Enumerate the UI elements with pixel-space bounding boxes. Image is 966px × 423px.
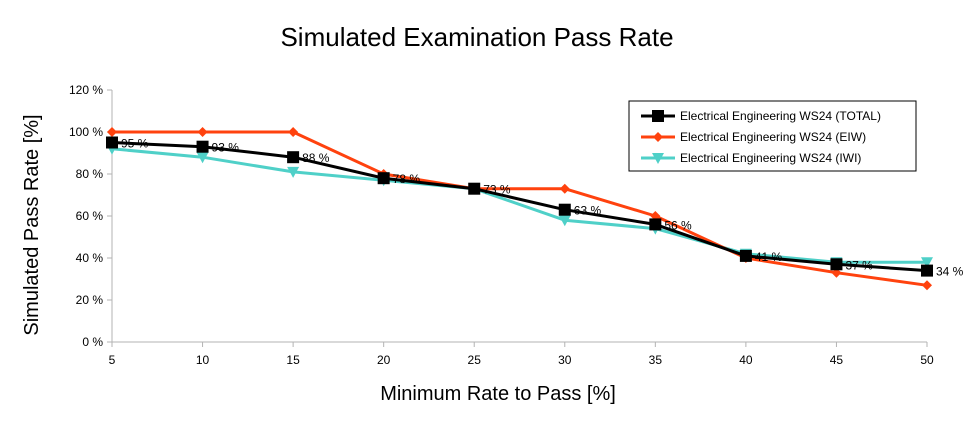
y-tick-label: 100 % [69,125,103,139]
plot-area: 0 % 20 % 40 % 60 % 80 % 100 % 120 % 5 10 15 20 25 30… [69,83,964,367]
data-point-series-0 [106,136,118,149]
data-point-series-0 [830,258,843,271]
data-point-series-1 [922,280,932,291]
chart-title: Simulated Examination Pass Rate [280,22,673,52]
data-label: 63 % [574,204,602,218]
data-label: 73 % [483,183,511,197]
data-point-series-1 [559,183,570,194]
y-tick-label: 80 % [76,167,104,181]
data-point-series-0 [377,172,390,185]
data-point-series-2 [921,257,933,269]
data-label: 93 % [212,141,240,155]
legend-marker-1 [653,132,663,142]
x-tick-label: 15 [286,353,300,367]
x-tick-label: 30 [558,353,572,367]
y-tick-label: 120 % [69,83,103,97]
x-tick-label: 10 [196,353,210,367]
y-tick-label: 40 % [76,251,104,265]
series-line-0 [111,141,928,273]
legend-entry-2: Electrical Engineering WS24 (IWI) [680,151,861,165]
data-point-series-0 [739,249,752,262]
data-label: 78 % [393,172,421,186]
y-tick-label: 20 % [76,293,104,307]
data-point-series-2 [558,215,571,227]
y-axis-label: Simulated Pass Rate [%] [21,114,43,335]
y-tick-label: 60 % [76,209,104,223]
data-point-series-1 [107,127,117,137]
series-line-1 [112,130,928,287]
data-point-series-0 [921,264,933,277]
data-point-series-2 [196,152,209,164]
legend-entry-1: Electrical Engineering WS24 (EIW) [680,130,866,144]
x-tick-label: 50 [920,353,934,367]
data-label: 34 % [936,265,964,279]
x-tick-label: 5 [109,353,116,367]
legend-entry-0: Electrical Engineering WS24 (TOTAL) [680,109,881,123]
data-label: 88 % [302,151,330,165]
data-point-series-0 [558,203,571,216]
x-tick-label: 40 [739,353,753,367]
data-point-series-1 [288,127,299,137]
data-point-series-0 [196,140,209,153]
x-tick-label: 45 [830,353,844,367]
series-line-2 [111,147,927,264]
legend-marker-2 [652,153,664,164]
data-label: 95 % [121,137,149,151]
data-label: 56 % [664,218,692,232]
legend: Electrical Engineering WS24 (TOTAL) Elect… [628,100,917,172]
x-tick-label: 25 [468,353,482,367]
legend-box [628,100,917,172]
data-point-series-2 [287,166,300,178]
data-point-series-0 [468,182,481,195]
y-tick-label: 0 % [82,335,103,349]
data-point-series-0 [287,151,300,164]
data-point-series-0 [649,218,662,231]
x-tick-label: 20 [377,353,391,367]
x-axis-label: Minimum Rate to Pass [%] [380,383,616,405]
legend-marker-0 [652,110,664,122]
data-label: 37 % [845,258,873,272]
data-label: 41 % [755,250,783,264]
data-point-series-1 [197,127,208,137]
x-tick-label: 35 [649,353,663,367]
